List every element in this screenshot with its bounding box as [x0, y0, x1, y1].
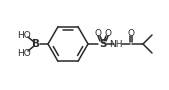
Text: O: O — [127, 29, 135, 38]
Text: NH: NH — [109, 40, 123, 49]
Text: S: S — [99, 39, 107, 49]
Text: HO: HO — [17, 49, 31, 58]
Text: B: B — [32, 39, 40, 49]
Text: O: O — [104, 29, 112, 38]
Text: O: O — [94, 29, 102, 38]
Text: HO: HO — [17, 31, 31, 40]
